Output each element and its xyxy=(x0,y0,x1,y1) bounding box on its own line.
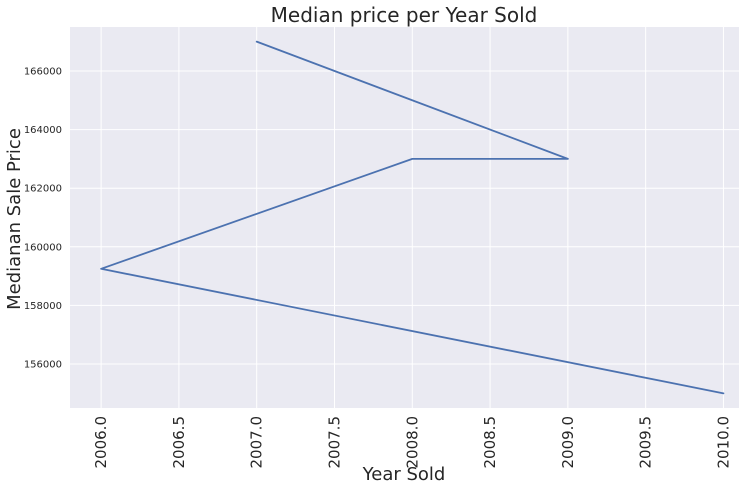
x-tick-label: 2010.0 xyxy=(714,416,732,469)
y-tick-label: 156000 xyxy=(24,360,62,371)
y-tick-label: 166000 xyxy=(24,66,62,77)
x-tick-label: 2007.5 xyxy=(325,416,343,469)
plot-area xyxy=(70,27,739,408)
x-tick-labels: 2006.0 2006.5 2007.0 2007.5 2008.0 2008.5 2009… xyxy=(92,416,732,469)
y-tick-label: 164000 xyxy=(24,125,62,136)
y-tick-label: 160000 xyxy=(24,242,62,253)
series-layer xyxy=(100,40,725,395)
x-tick-label: 2009.0 xyxy=(559,416,577,469)
x-tick-label: 2006.5 xyxy=(170,416,188,469)
x-tick-label: 2009.5 xyxy=(637,416,655,469)
x-axis-label: Year Sold xyxy=(362,464,446,485)
chart-title: Median price per Year Sold xyxy=(271,3,538,27)
y-tick-labels: 156000 158000 160000 162000 164000 166000 xyxy=(24,66,62,370)
x-tick-label: 2006.0 xyxy=(92,416,110,469)
y-tick-label: 162000 xyxy=(24,184,62,195)
x-tick-label: 2008.5 xyxy=(481,416,499,469)
y-axis-label: Medianan Sale Price xyxy=(4,128,25,310)
x-tick-label: 2007.0 xyxy=(248,416,266,469)
y-tick-label: 158000 xyxy=(24,301,62,312)
x-grid-lines xyxy=(100,27,724,408)
series-line xyxy=(100,40,725,395)
x-tick-label: 2008.0 xyxy=(403,416,421,469)
y-grid-lines xyxy=(70,70,739,365)
